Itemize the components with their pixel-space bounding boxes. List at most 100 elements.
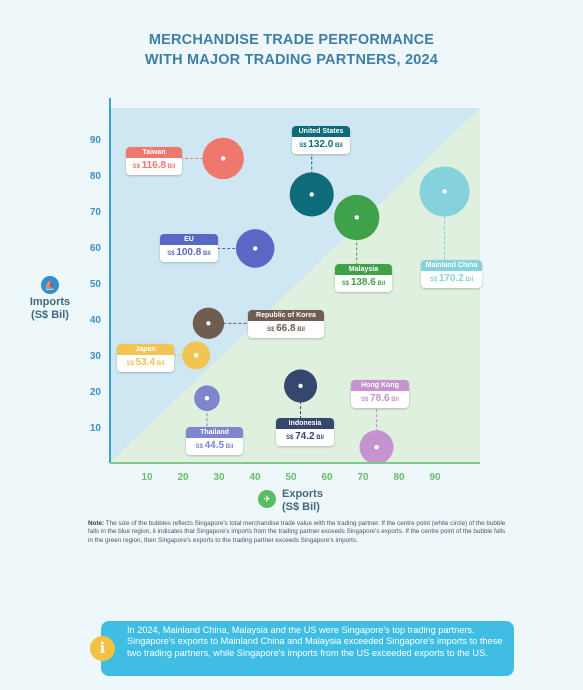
- axes: [109, 98, 480, 464]
- currency-prefix: S$: [126, 361, 136, 367]
- total-trade-value: 44.5: [204, 440, 225, 451]
- y-tick-label: 50: [90, 279, 102, 290]
- bubble-label: Taiwan S$ 116.8 Bil: [126, 147, 182, 175]
- bubble-label: Malaysia S$ 138.6 Bil: [335, 264, 392, 292]
- info-icon: i: [90, 636, 115, 661]
- bubble-label-value: S$ 78.6 Bil: [351, 391, 409, 408]
- currency-prefix: S$: [267, 327, 277, 333]
- y-axis-title-line-2: (S$ Bil): [31, 309, 69, 321]
- bubble-label: Indonesia S$ 74.2 Bil: [276, 418, 334, 446]
- bubble-label-value: S$ 132.0 Bil: [292, 137, 350, 154]
- bubble-centre-point: [206, 321, 211, 326]
- unit-suffix: Bil: [201, 251, 211, 257]
- chart-note: Note: The size of the bubbles reflects S…: [88, 520, 508, 545]
- y-tick-label: 20: [90, 387, 102, 398]
- bubble-centre-point: [374, 444, 379, 450]
- bubbles: [182, 137, 470, 465]
- bubble-label: Republic of Korea S$ 66.8 Bil: [248, 310, 324, 338]
- bubble-centre-point: [309, 192, 314, 197]
- total-trade-value: 132.0: [308, 139, 334, 150]
- bubble-label-value: S$ 66.8 Bil: [248, 321, 324, 338]
- bubble-label-value: S$ 53.4 Bil: [117, 355, 174, 372]
- x-tick-label: 60: [321, 472, 333, 483]
- unit-suffix: Bil: [224, 444, 234, 450]
- x-tick-label: 10: [141, 472, 153, 483]
- x-tick-label: 40: [249, 472, 261, 483]
- bubble-label-value: S$ 116.8 Bil: [126, 158, 182, 175]
- bubble-chart: 10 20 30 40 50 60 70 80 90 10 20 30 40 50 60 70 80 90: [90, 98, 480, 483]
- bubble-label: Thailand S$ 44.5 Bil: [186, 427, 243, 455]
- bubble-label: Hong Kong S$ 78.6 Bil: [351, 380, 409, 408]
- note-text: The size of the bubbles reflects Singapo…: [88, 520, 506, 544]
- unit-suffix: Bil: [375, 281, 386, 287]
- bubble-centre-point: [204, 396, 210, 401]
- y-tick-label: 60: [90, 243, 102, 254]
- currency-prefix: S$: [429, 277, 439, 283]
- unit-suffix: Bil: [166, 164, 176, 170]
- bubble-label-value: S$ 44.5 Bil: [186, 438, 243, 455]
- currency-prefix: S$: [286, 435, 296, 441]
- chart-title-line-1: MERCHANDISE TRADE PERFORMANCE: [148, 32, 435, 48]
- bubble-label-name: Republic of Korea: [248, 310, 324, 321]
- bubble-label-value: S$ 74.2 Bil: [276, 429, 334, 446]
- unit-suffix: Bil: [155, 361, 165, 367]
- total-trade-value: 138.6: [350, 277, 376, 288]
- bubble-label-value: S$ 170.2 Bil: [421, 271, 482, 288]
- bubble-label-name: Malaysia: [335, 264, 392, 275]
- x-axis-title-line-2: (S$ Bil): [282, 501, 320, 513]
- unit-suffix: Bil: [333, 143, 343, 149]
- x-tick-label: 20: [177, 472, 189, 483]
- currency-prefix: S$: [132, 164, 142, 170]
- total-trade-value: 53.4: [135, 357, 156, 368]
- bubble-centre-point: [193, 353, 199, 358]
- y-axis-title-line-1: Imports: [29, 296, 71, 308]
- summary-text: In 2024, Mainland China, Malaysia and th…: [127, 625, 503, 658]
- chart-regions: [110, 108, 480, 463]
- bubble-label: Japan S$ 53.4 Bil: [117, 344, 174, 372]
- bubble-label-name: Hong Kong: [351, 380, 409, 391]
- x-tick-label: 30: [213, 472, 225, 483]
- bubble-label-value: S$ 138.6 Bil: [335, 275, 392, 292]
- bubble-centre-point: [442, 189, 447, 194]
- y-tick-label: 40: [90, 315, 102, 326]
- tick-labels: 10 20 30 40 50 60 70 80 90 10 20 30 40 50 60 70 80 90: [90, 135, 441, 483]
- x-axis-title-line-1: Exports: [282, 488, 323, 500]
- y-tick-label: 10: [90, 423, 102, 434]
- bubble-label-name: Mainland China: [421, 260, 482, 271]
- total-trade-value: 100.8: [176, 247, 202, 258]
- total-trade-value: 66.8: [276, 323, 296, 334]
- bubble-label-value: S$ 100.8 Bil: [160, 245, 218, 262]
- imports-ship-icon: ⛵: [41, 276, 59, 294]
- exports-region: [110, 108, 480, 463]
- currency-prefix: S$: [361, 397, 371, 403]
- unit-suffix: Bil: [295, 327, 305, 333]
- bubble-centre-point: [298, 383, 303, 389]
- bubble-label-name: Indonesia: [276, 418, 334, 429]
- x-axis-title: Exports (S$ Bil): [282, 488, 323, 514]
- total-trade-value: 74.2: [295, 431, 315, 442]
- bubble-label-name: Taiwan: [126, 147, 182, 158]
- y-tick-label: 80: [90, 171, 102, 182]
- unit-suffix: Bil: [389, 397, 399, 403]
- y-tick-label: 90: [90, 135, 102, 146]
- currency-prefix: S$: [299, 143, 309, 149]
- bubble-label: EU S$ 100.8 Bil: [160, 234, 218, 262]
- bubble-centre-point: [220, 156, 226, 161]
- y-axis-title: Imports (S$ Bil): [22, 296, 78, 322]
- x-tick-label: 80: [393, 472, 405, 483]
- bubble-label-name: Thailand: [186, 427, 243, 438]
- x-tick-label: 50: [285, 472, 297, 483]
- bubble-label: United States S$ 132.0 Bil: [292, 126, 350, 154]
- bubble-label-name: Japan: [117, 344, 174, 355]
- chart-title: MERCHANDISE TRADE PERFORMANCE WITH MAJOR…: [0, 30, 583, 70]
- total-trade-value: 170.2: [438, 273, 464, 284]
- unit-suffix: Bil: [314, 435, 324, 441]
- currency-prefix: S$: [167, 251, 177, 257]
- exports-plane-icon: ✈: [258, 490, 276, 508]
- currency-prefix: S$: [341, 281, 351, 287]
- currency-prefix: S$: [195, 444, 205, 450]
- y-tick-label: 70: [90, 207, 102, 218]
- x-tick-label: 90: [429, 472, 441, 483]
- unit-suffix: Bil: [463, 277, 474, 283]
- summary-box: In 2024, Mainland China, Malaysia and th…: [101, 621, 514, 676]
